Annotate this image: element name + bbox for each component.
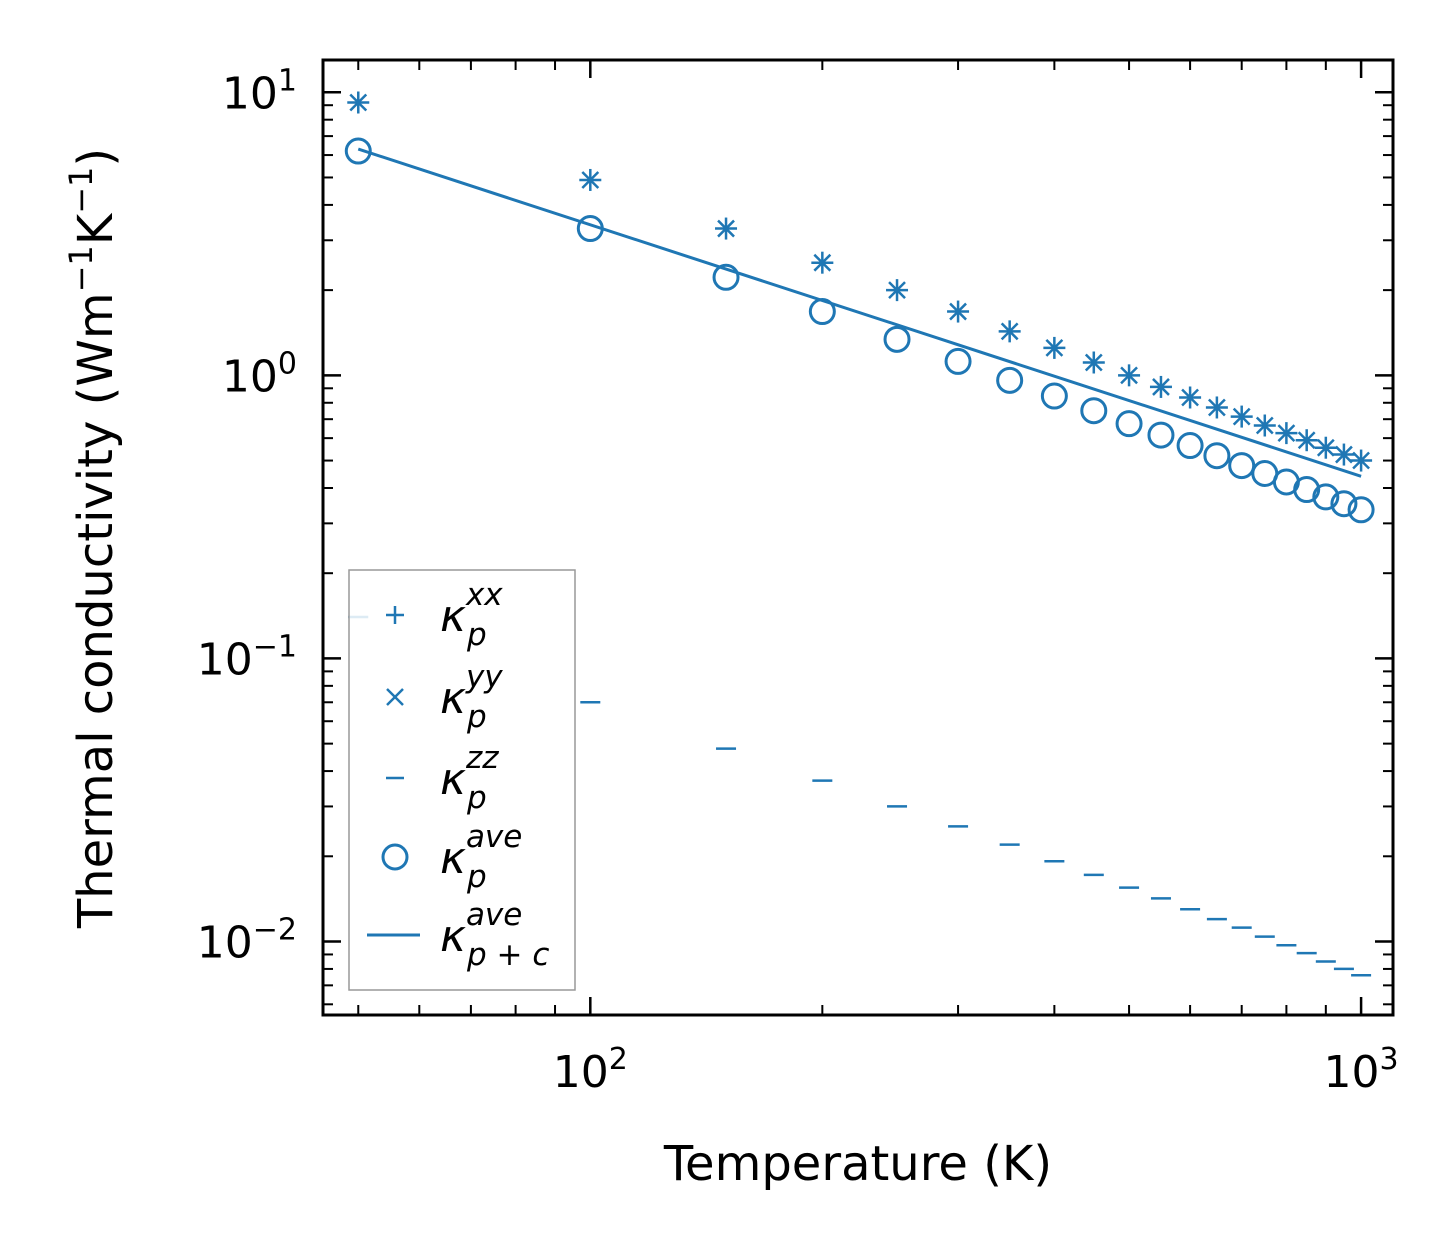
plot-frame — [321, 58, 1395, 1017]
legend-label-sub: p — [466, 699, 487, 735]
legend-label-sub: p — [466, 859, 487, 895]
data-point — [1335, 445, 1353, 464]
data-point — [1152, 378, 1170, 396]
data-point — [1277, 424, 1296, 443]
data-point — [1228, 452, 1256, 480]
data-point — [1115, 410, 1143, 438]
legend-handle — [386, 688, 404, 706]
data-point — [1312, 483, 1340, 511]
data-point — [1040, 382, 1068, 410]
data-point — [1000, 322, 1019, 341]
y-tick-label: 10−2 — [197, 913, 297, 969]
legend-label: κyy — [440, 659, 503, 724]
y-tick-label: 100 — [222, 346, 297, 402]
legend-label: κave — [440, 897, 522, 962]
data-point — [1203, 442, 1231, 470]
data-point — [1293, 476, 1321, 504]
data-point — [349, 93, 368, 112]
y-axis-label-mid: K — [68, 212, 124, 245]
data-point — [1181, 388, 1199, 407]
y-tick-label: 101 — [222, 63, 297, 119]
y-tick-label: 10−1 — [197, 629, 297, 685]
data-point — [581, 171, 600, 189]
series-kappa_pc_ave — [357, 147, 1362, 478]
x-tick-label: 103 — [1324, 1042, 1399, 1098]
series-kappa_p_yy — [349, 93, 1370, 470]
legend-label-sub: p — [466, 780, 487, 816]
data-point — [1176, 432, 1204, 460]
data-point — [1352, 451, 1370, 470]
y-axis-label: Thermal conductivity (Wm — [68, 292, 124, 929]
y-axis-label-group: Thermal conductivity (Wm−1K−1) — [62, 148, 124, 929]
x-tick-label: 102 — [553, 1042, 628, 1098]
legend-label: κave — [440, 819, 522, 884]
data-point — [883, 325, 911, 353]
series-kappa_p_xx — [347, 91, 1373, 472]
data-point — [1147, 421, 1175, 449]
data-point — [1080, 397, 1108, 425]
legend-label: κxx — [440, 577, 503, 642]
data-point — [1255, 416, 1274, 435]
x-axis-label: Temperature (K) — [663, 1136, 1052, 1192]
data-point — [949, 302, 967, 321]
data-point — [1330, 490, 1358, 518]
data-point — [996, 366, 1024, 394]
data-point — [1316, 438, 1335, 457]
data-point — [712, 263, 740, 291]
y-axis-label-close: ) — [68, 148, 124, 167]
data-point — [1232, 407, 1251, 426]
data-point — [813, 253, 832, 272]
legend-handle — [381, 843, 409, 871]
y-axis-label-sup1: −1 — [62, 245, 100, 292]
y-axis-label-sup2: −1 — [62, 167, 100, 214]
legend-label-sub: p + c — [466, 937, 549, 973]
data-point — [344, 137, 372, 165]
data-point — [1297, 431, 1316, 450]
legend-handle — [386, 606, 404, 624]
data-point — [1120, 366, 1138, 385]
svg-text:Thermal conductivity (Wm−1K−1): Thermal conductivity (Wm−1K−1) — [62, 148, 124, 929]
data-point — [717, 219, 735, 238]
data-point — [1208, 398, 1226, 417]
data-point — [944, 347, 972, 375]
legend-label: κzz — [440, 740, 499, 805]
series-line — [357, 147, 1362, 478]
data-point — [1347, 496, 1375, 524]
data-point — [888, 281, 906, 300]
data-point — [1084, 353, 1103, 372]
legend-frame — [348, 569, 576, 991]
data-point — [1045, 339, 1064, 357]
legend-label-sub: p — [466, 617, 487, 653]
